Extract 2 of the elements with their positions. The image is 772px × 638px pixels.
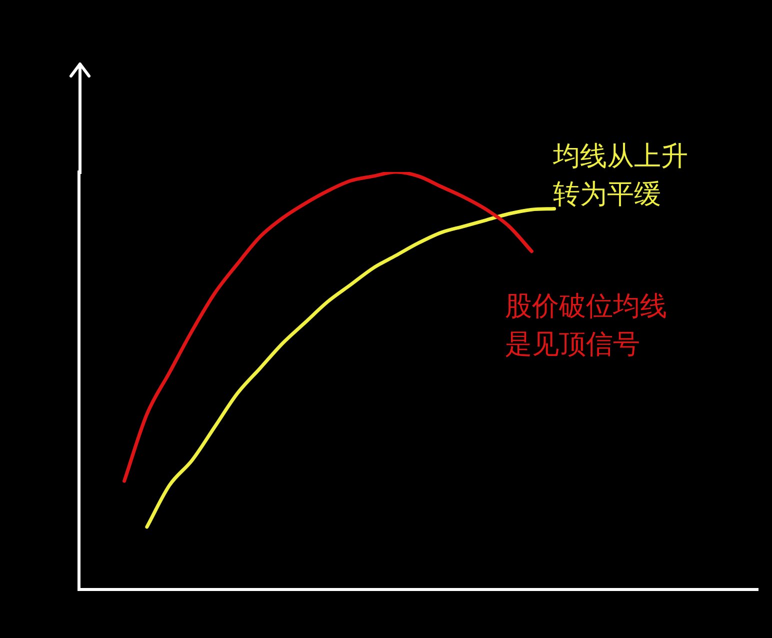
annotation: 均线从上升转为平缓 bbox=[553, 140, 689, 212]
annotation: 股价破位均线是见顶信号 bbox=[505, 290, 668, 362]
